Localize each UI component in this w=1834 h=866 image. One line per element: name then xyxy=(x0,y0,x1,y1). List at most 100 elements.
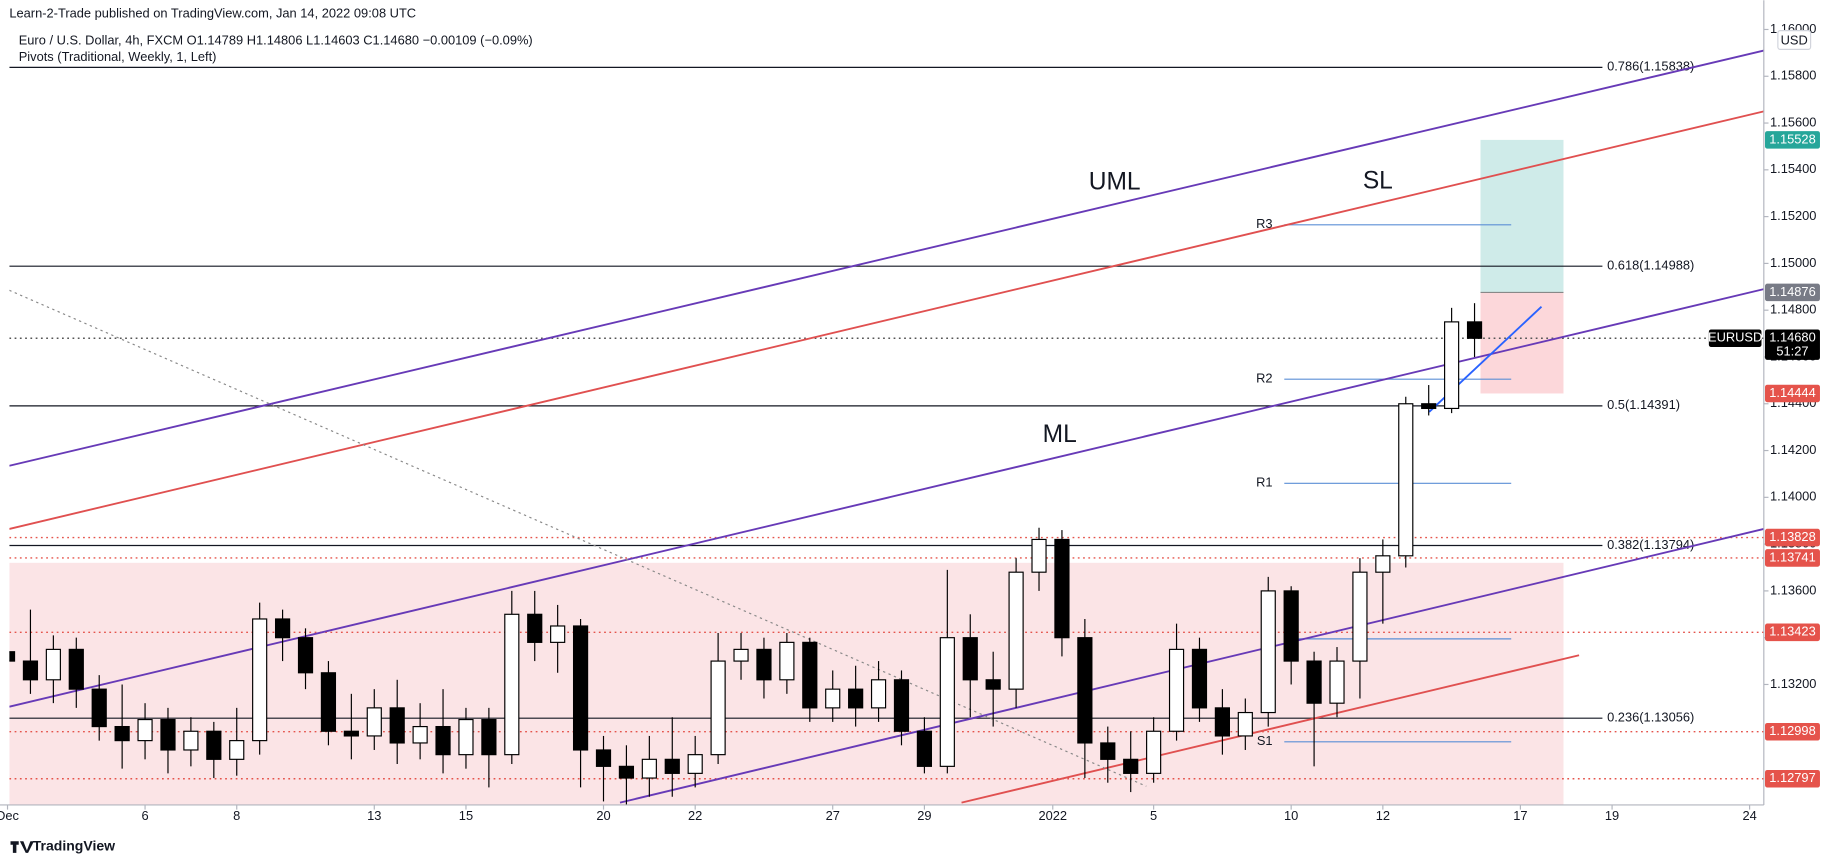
price-tag-label: 1.14444 xyxy=(1769,385,1815,400)
x-tick-label: 27 xyxy=(826,808,840,823)
candle-body xyxy=(1146,730,1162,774)
candle-body xyxy=(893,679,910,732)
price-tag xyxy=(1764,131,1820,149)
x-tick-label: 8 xyxy=(233,808,240,823)
candle-body xyxy=(1352,571,1368,662)
candle-body xyxy=(68,648,84,690)
candle-body xyxy=(802,641,818,709)
y-tick-label: 1.15200 xyxy=(1770,208,1816,223)
price-tag-label: 1.14680 xyxy=(1769,330,1815,345)
trendline xyxy=(9,289,1147,787)
x-tick-label: 22 xyxy=(688,808,702,823)
price-tag xyxy=(1764,283,1820,302)
candle-body xyxy=(22,660,39,681)
x-tick-label: 15 xyxy=(459,808,473,823)
x-tick-label: 12 xyxy=(1376,808,1390,823)
candle-body xyxy=(1168,648,1185,732)
target-zone xyxy=(1480,139,1564,293)
price-tag xyxy=(1764,528,1820,547)
pivot-label: R2 xyxy=(1256,371,1272,386)
pivot-label: R3 xyxy=(1256,216,1272,231)
price-tag-label: 1.15528 xyxy=(1769,131,1815,146)
price-tag-label: 1.13741 xyxy=(1769,549,1815,564)
x-tick-label: 20 xyxy=(596,808,610,823)
fib-label: 0.786(1.15838) xyxy=(1607,59,1694,74)
candle-body xyxy=(320,672,337,732)
price-tag-label: 1.13828 xyxy=(1769,529,1815,544)
candle-body xyxy=(1008,571,1024,690)
candle-body xyxy=(435,725,451,756)
trendline xyxy=(9,49,1764,467)
indicator-line: Pivots (Traditional, Weekly, 1, Left) xyxy=(19,49,217,64)
candle-body xyxy=(1283,590,1299,662)
fib-label: 0.236(1.13056) xyxy=(1607,710,1694,725)
fib-label: 0.618(1.14988) xyxy=(1607,258,1694,273)
x-tick-label: 13 xyxy=(367,808,381,823)
pivot-label: R1 xyxy=(1256,475,1272,490)
candle-body xyxy=(1375,555,1391,573)
y-tick-label: 1.15400 xyxy=(1770,161,1816,176)
candle-body xyxy=(366,707,382,737)
axes: 1.132001.134001.136001.138001.140001.142… xyxy=(0,0,1816,823)
countdown: 51:27 xyxy=(1776,344,1808,359)
candle-body xyxy=(297,637,314,674)
candle-body xyxy=(595,749,612,767)
price-tag xyxy=(1764,549,1820,567)
candle-body xyxy=(710,660,726,756)
candle-body xyxy=(870,679,887,709)
candle-body xyxy=(91,688,107,728)
candle-body xyxy=(572,625,589,751)
candle-body xyxy=(274,618,291,639)
price-tag-label: 1.12998 xyxy=(1769,723,1815,738)
candle-body xyxy=(1306,660,1322,704)
candle-body xyxy=(343,730,359,737)
candle-body xyxy=(687,754,703,774)
price-tag xyxy=(1764,623,1820,642)
candle-body xyxy=(527,613,543,643)
y-tick-label: 1.14800 xyxy=(1770,302,1816,317)
candle-body xyxy=(939,637,955,767)
y-tick-label: 1.15000 xyxy=(1770,255,1816,270)
x-tick-label: 29 xyxy=(917,808,931,823)
candle-body xyxy=(206,730,222,760)
x-tick-label: 10 xyxy=(1284,808,1298,823)
candle-body xyxy=(9,651,16,662)
x-tick-label: 2022 xyxy=(1038,808,1067,823)
candle-body xyxy=(618,765,635,779)
candle-body xyxy=(756,648,772,681)
candle-body xyxy=(1421,403,1437,410)
candle-body xyxy=(412,725,428,744)
candle-body xyxy=(641,758,657,779)
pivot-label: S1 xyxy=(1257,733,1273,748)
candle-body xyxy=(1214,707,1231,737)
x-tick-label: 17 xyxy=(1513,808,1527,823)
candle-body xyxy=(985,679,1001,690)
candle-body xyxy=(1260,590,1276,714)
candle-body xyxy=(916,730,933,767)
candle-body xyxy=(114,725,130,742)
price-tag-label: 1.12797 xyxy=(1769,770,1815,785)
y-tick-label: 1.14000 xyxy=(1770,489,1816,504)
y-tick-label: 1.13600 xyxy=(1770,582,1816,597)
footer: TradingView xyxy=(33,838,115,854)
candle-body xyxy=(733,648,749,662)
stop-zone xyxy=(1480,292,1564,394)
candle-body xyxy=(779,641,795,681)
currency: USD xyxy=(1781,33,1808,48)
trendline xyxy=(9,110,1764,530)
candle-body xyxy=(1077,637,1093,744)
symbol-line: Euro / U.S. Dollar, 4h, FXCM O1.14789 H1… xyxy=(19,33,533,48)
trendline-label: UML xyxy=(1089,169,1141,196)
x-tick-label: 24 xyxy=(1742,808,1756,823)
x-tick-label: Dec xyxy=(0,808,20,823)
symbol-tag xyxy=(1708,329,1762,348)
fib-label: 0.5(1.14391) xyxy=(1607,397,1680,412)
candle-body xyxy=(458,718,474,756)
candle-body xyxy=(848,688,864,709)
publisher-line: Learn-2-Trade published on TradingView.c… xyxy=(9,6,416,21)
plot-area: 0.786(1.15838) 0.618(1.14988) 0.5(1.14391)… xyxy=(9,49,1764,805)
candle-body xyxy=(160,718,176,751)
y-tick-label: 1.15800 xyxy=(1770,68,1816,83)
x-tick-label: 5 xyxy=(1150,808,1157,823)
